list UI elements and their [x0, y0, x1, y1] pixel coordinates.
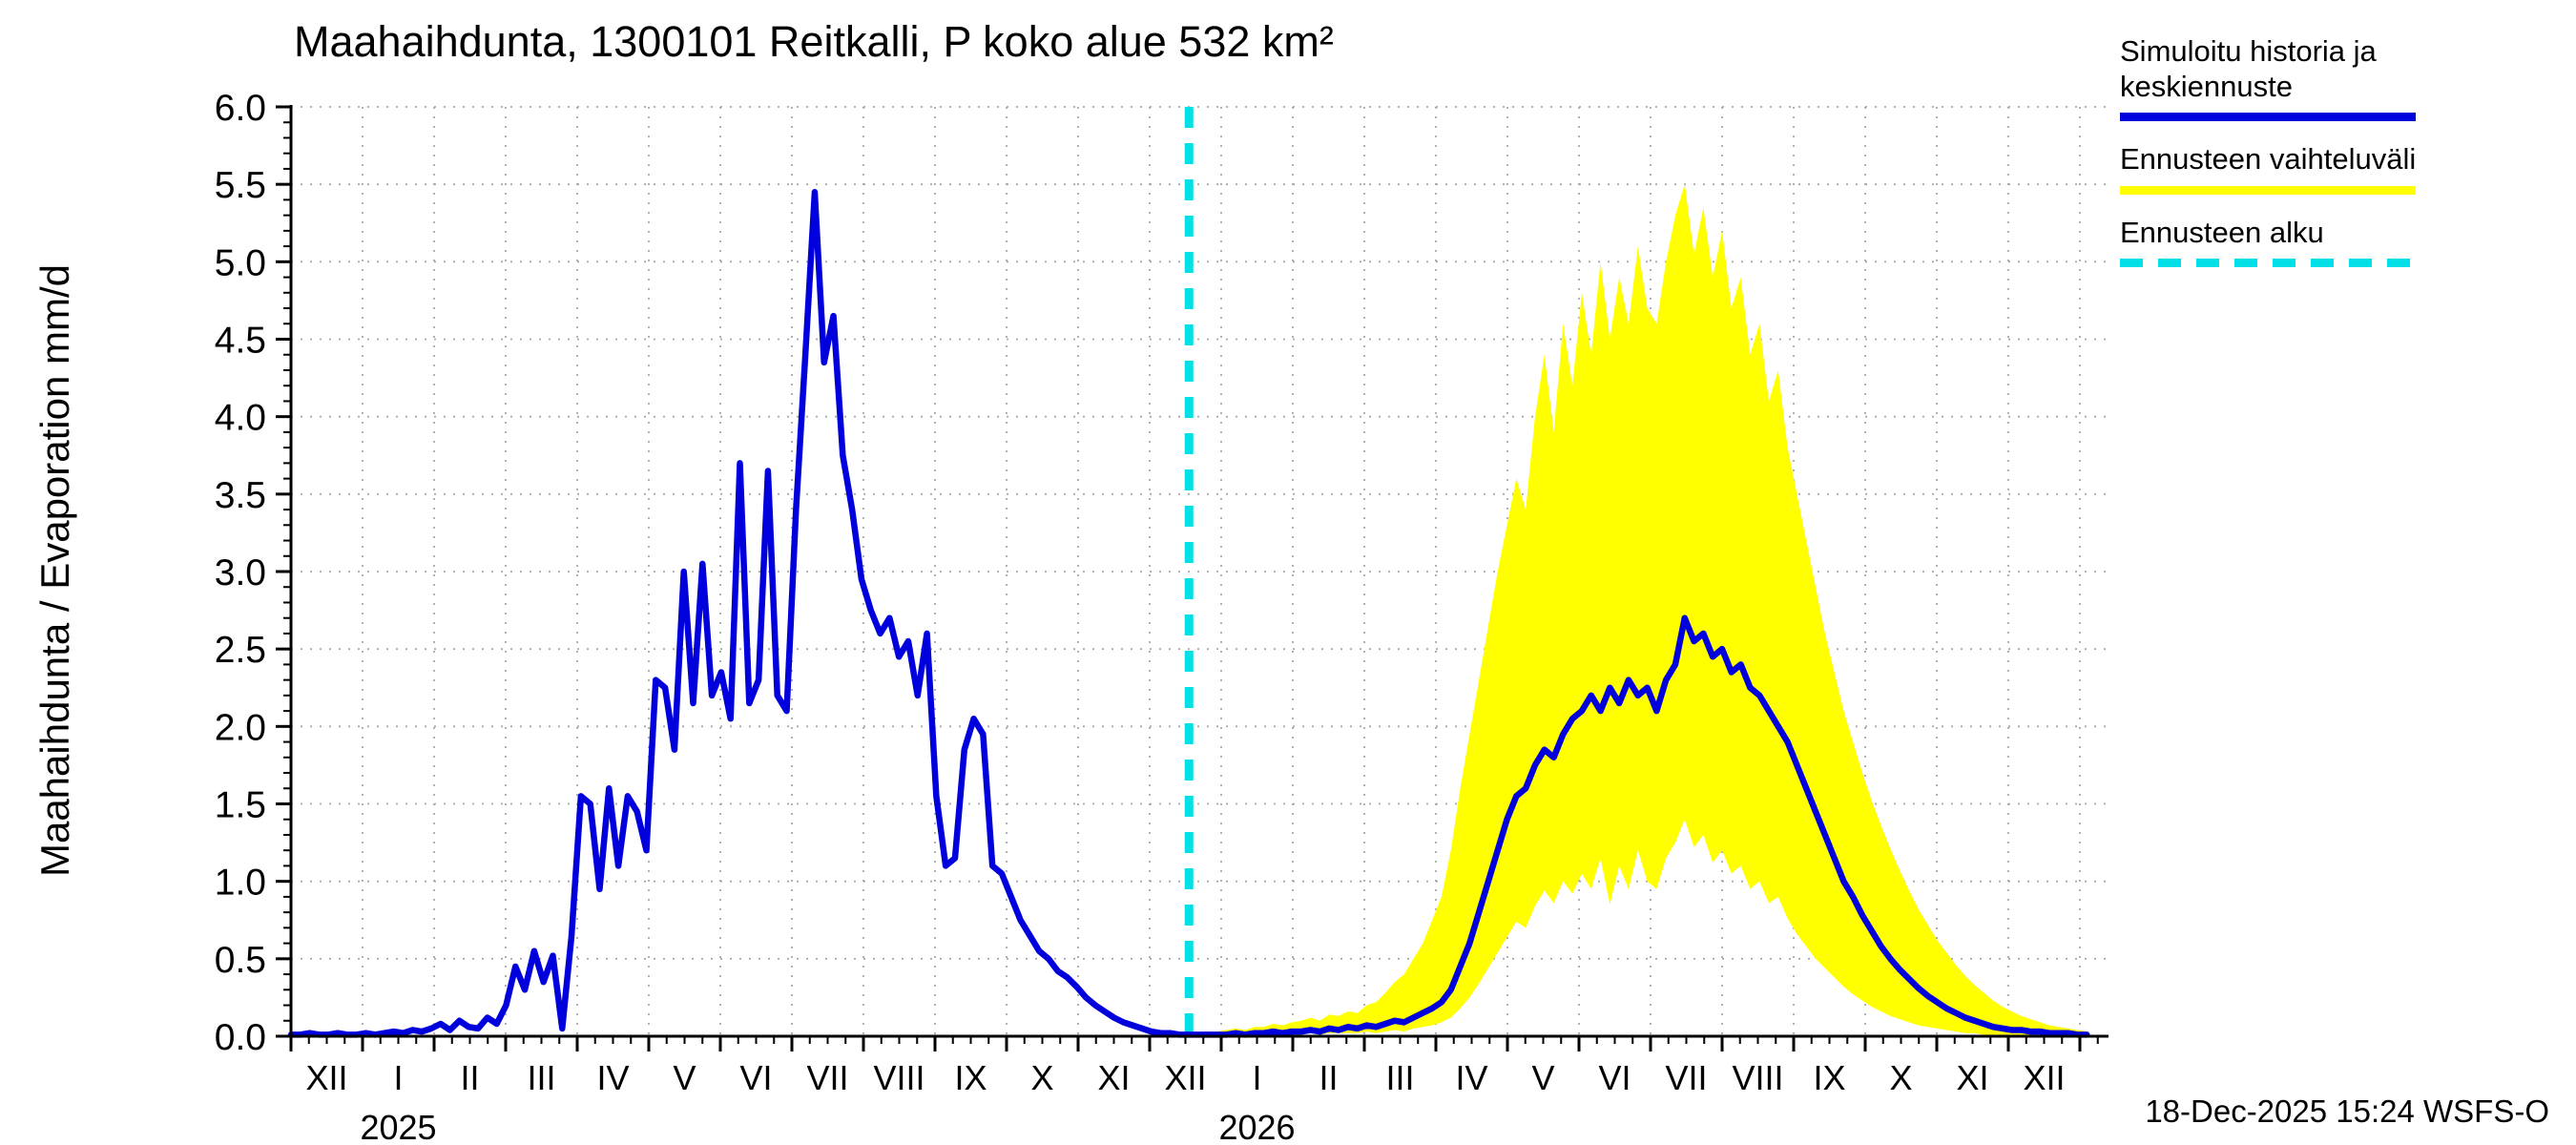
y-tick-label: 3.5 [215, 475, 266, 516]
forecast-start-swatch [2120, 259, 2416, 268]
y-tick-label: 0.0 [215, 1017, 266, 1058]
generation-timestamp: 18-Dec-2025 15:24 WSFS-O [2145, 1093, 2549, 1129]
month-tick-label: VI [739, 1058, 772, 1097]
month-tick-label: III [527, 1058, 555, 1097]
month-tick-label: II [1319, 1058, 1338, 1097]
y-tick-label: 2.5 [215, 630, 266, 671]
year-label: 2026 [1218, 1108, 1295, 1145]
forecast-range-band [1189, 184, 2088, 1036]
y-tick-label: 1.0 [215, 863, 266, 904]
history-line [287, 189, 1193, 1038]
legend-label-history: Simuloitu historia ja keskiennuste [2120, 34, 2377, 103]
y-tick-label: 0.5 [215, 940, 266, 981]
y-tick-label: 1.5 [215, 785, 266, 826]
month-tick-label: VI [1598, 1058, 1631, 1097]
y-tick-label: 2.0 [215, 707, 266, 748]
month-tick-label: XII [2023, 1058, 2065, 1097]
month-tick-label: XI [1097, 1058, 1130, 1097]
forecast-range-swatch [2120, 185, 2416, 195]
y-tick-label: 6.0 [215, 88, 266, 129]
month-tick-label: I [1252, 1058, 1261, 1097]
month-tick-label: XII [305, 1058, 347, 1097]
year-label: 2025 [360, 1108, 436, 1145]
month-tick-label: XII [1164, 1058, 1206, 1097]
y-tick-label: 4.5 [215, 321, 266, 362]
month-tick-label: II [460, 1058, 479, 1097]
month-tick-label: VIII [873, 1058, 924, 1097]
legend-item-history: Simuloitu historia ja keskiennuste [2120, 34, 2530, 122]
y-tick-label: 4.0 [215, 398, 266, 439]
month-tick-label: VIII [1732, 1058, 1783, 1097]
month-tick-label: VII [806, 1058, 848, 1097]
chart-title: Maahaihdunta, 1300101 Reitkalli, P koko … [294, 17, 1334, 66]
month-tick-label: IX [1813, 1058, 1845, 1097]
month-tick-label: III [1385, 1058, 1414, 1097]
history-line-swatch [2120, 113, 2416, 122]
legend-label-forecast-start: Ennusteen alku [2120, 215, 2324, 249]
y-tick-label: 3.0 [215, 552, 266, 593]
month-tick-label: IX [954, 1058, 987, 1097]
month-tick-label: IV [1455, 1058, 1487, 1097]
y-tick-label: 5.5 [215, 165, 266, 206]
forecast-median-line [1186, 614, 2090, 1038]
legend-item-forecast-start: Ennusteen alku [2120, 216, 2530, 268]
chart-legend: Simuloitu historia ja keskiennuste Ennus… [2120, 34, 2530, 288]
month-tick-label: V [1531, 1058, 1554, 1097]
month-tick-label: V [673, 1058, 696, 1097]
legend-label-range: Ennusteen vaihteluväli [2120, 142, 2417, 177]
month-tick-label: XI [1956, 1058, 1988, 1097]
y-tick-label: 5.0 [215, 242, 266, 283]
month-tick-label: IV [596, 1058, 629, 1097]
month-tick-label: VII [1665, 1058, 1707, 1097]
month-tick-label: I [393, 1058, 403, 1097]
y-axis-label: Maahaihdunta / Evaporation mm/d [32, 263, 77, 878]
month-tick-label: X [1889, 1058, 1912, 1097]
legend-item-range: Ennusteen vaihteluväli [2120, 142, 2530, 195]
month-tick-label: X [1030, 1058, 1053, 1097]
